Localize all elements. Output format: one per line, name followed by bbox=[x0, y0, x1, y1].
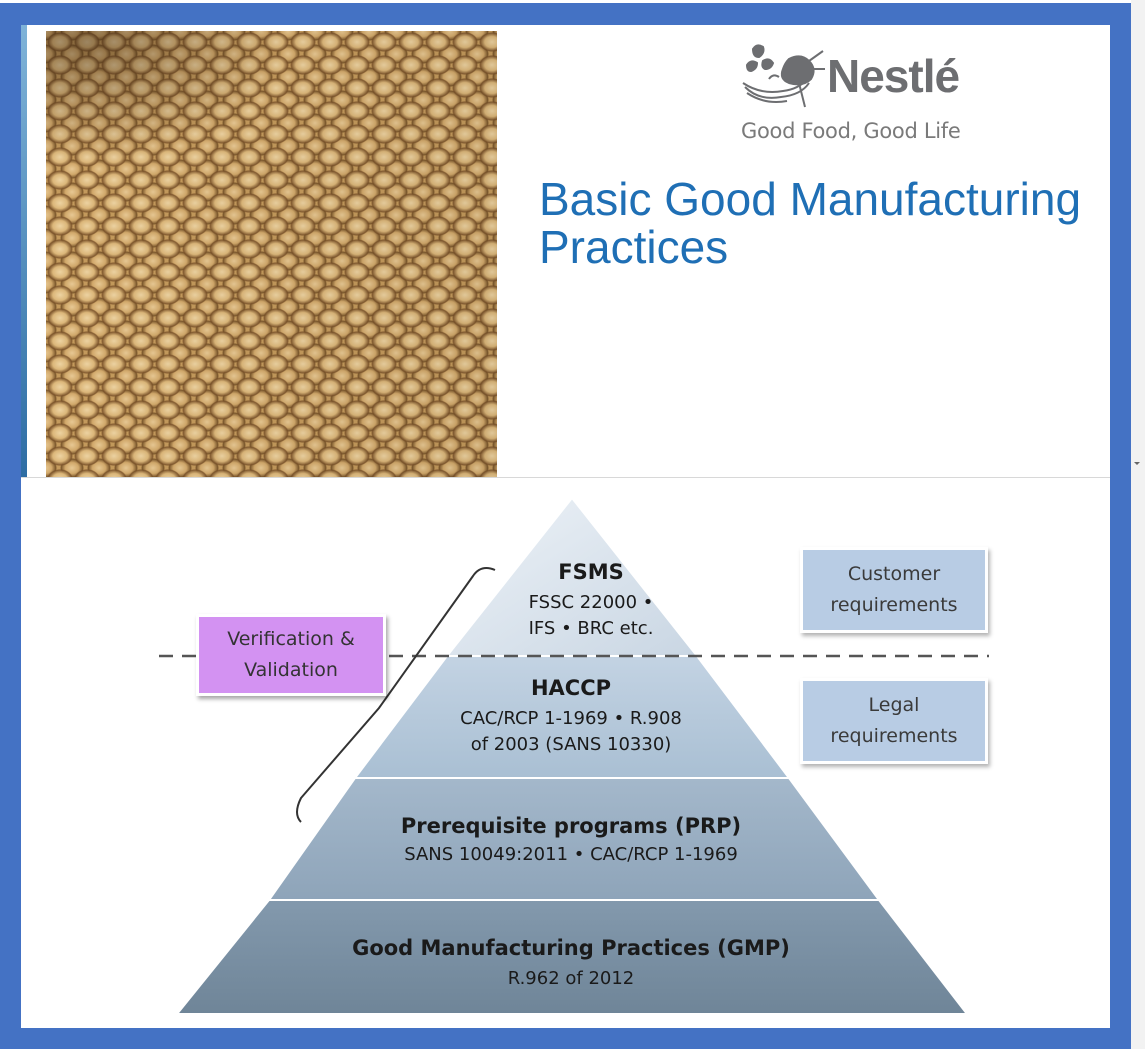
tier-detail-line: IFS • BRC etc. bbox=[528, 618, 654, 639]
brand-tagline: Good Food, Good Life bbox=[741, 119, 961, 143]
tier-fsms-text: FSMS FSSC 22000 • IFS • BRC etc. bbox=[491, 560, 691, 642]
legal-requirements-box: Legal requirements bbox=[800, 678, 988, 764]
tier-detail: SANS 10049:2011 • CAC/RCP 1-1969 bbox=[404, 844, 738, 865]
bird-nest-logo-icon bbox=[742, 44, 825, 108]
verification-bracket bbox=[296, 567, 496, 823]
pyramid-tier-gmp bbox=[174, 899, 970, 1015]
customer-requirements-line: requirements bbox=[830, 594, 958, 616]
legal-requirements-line: requirements bbox=[830, 725, 958, 747]
tier-haccp-text: HACCP CAC/RCP 1-1969 • R.908 of 2003 (SA… bbox=[421, 676, 721, 758]
verification-validation-box: Verification & Validation bbox=[196, 614, 386, 696]
pyramid-graphic bbox=[159, 496, 989, 1015]
tier-heading: HACCP bbox=[530, 676, 612, 700]
verification-label-line: Verification & bbox=[227, 628, 355, 650]
tier-detail-line: of 2003 (SANS 10330) bbox=[470, 734, 672, 755]
slide-title: Basic Good Manufacturing Practices bbox=[539, 173, 1082, 273]
customer-requirements-line: Customer bbox=[847, 563, 941, 585]
photo-shading bbox=[46, 31, 497, 477]
slide-accent-edge bbox=[21, 25, 27, 477]
tier-gmp-text: Good Manufacturing Practices (GMP) R.962… bbox=[261, 936, 881, 989]
tier-prp-text: Prerequisite programs (PRP) SANS 10049:2… bbox=[321, 814, 821, 865]
tier-heading: FSMS bbox=[558, 560, 624, 584]
scroll-down-arrow-icon[interactable] bbox=[1134, 462, 1140, 465]
tier-detail-line: FSSC 22000 • bbox=[528, 592, 654, 613]
soybeans-photo bbox=[46, 31, 497, 477]
tier-detail: CAC/RCP 1-1969 • R.908 of 2003 (SANS 103… bbox=[421, 706, 721, 758]
food-safety-pyramid-slide: FSMS FSSC 22000 • IFS • BRC etc. HACCP C… bbox=[21, 477, 1110, 1028]
tier-detail: FSSC 22000 • IFS • BRC etc. bbox=[491, 590, 691, 642]
tier-heading: Prerequisite programs (PRP) bbox=[400, 814, 742, 838]
tier-detail: R.962 of 2012 bbox=[507, 968, 635, 989]
customer-requirements-box: Customer requirements bbox=[800, 547, 988, 633]
window-top-edge bbox=[0, 0, 1145, 3]
tier-heading: Good Manufacturing Practices (GMP) bbox=[352, 936, 790, 960]
verification-label-line: Validation bbox=[244, 659, 338, 681]
brand-name: Nestlé bbox=[827, 50, 960, 102]
nestle-logo: Nestlé Good Food, Good Life bbox=[739, 39, 999, 149]
legal-requirements-line: Legal bbox=[868, 694, 920, 716]
scrollbar-track[interactable] bbox=[1131, 0, 1145, 1049]
tier-detail-line: CAC/RCP 1-1969 • R.908 bbox=[460, 708, 682, 729]
title-slide: Nestlé Good Food, Good Life Basic Good M… bbox=[21, 25, 1110, 477]
